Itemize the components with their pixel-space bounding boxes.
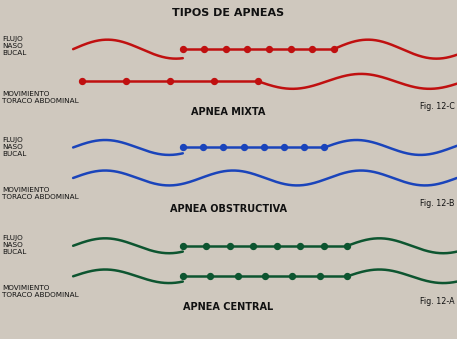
Text: MOVIMIENTO
TORACO ABDOMINAL: MOVIMIENTO TORACO ABDOMINAL <box>2 187 79 200</box>
Point <box>222 46 229 52</box>
Text: FLUJO
NASO
BUCAL: FLUJO NASO BUCAL <box>2 235 27 255</box>
Point <box>287 46 294 52</box>
Text: MOVIMIENTO
TORACO ABDOMINAL: MOVIMIENTO TORACO ABDOMINAL <box>2 91 79 103</box>
Text: TIPOS DE APNEAS: TIPOS DE APNEAS <box>172 8 285 18</box>
Point <box>344 274 351 279</box>
Text: FLUJO
NASO
BUCAL: FLUJO NASO BUCAL <box>2 137 27 157</box>
Text: MOVIMIENTO
TORACO ABDOMINAL: MOVIMIENTO TORACO ABDOMINAL <box>2 285 79 298</box>
Text: Fig. 12-A: Fig. 12-A <box>420 297 455 306</box>
Point <box>260 145 267 150</box>
Point <box>179 243 186 248</box>
Text: Fig. 12-B: Fig. 12-B <box>420 199 455 208</box>
Point <box>202 243 210 248</box>
Point <box>344 243 351 248</box>
Point <box>211 79 218 84</box>
Point <box>79 79 86 84</box>
Point <box>201 46 208 52</box>
Point <box>166 79 174 84</box>
Point <box>308 46 316 52</box>
Point <box>207 274 214 279</box>
Point <box>321 145 328 150</box>
Point <box>179 46 186 52</box>
Point <box>220 145 227 150</box>
Text: Fig. 12-C: Fig. 12-C <box>420 102 455 112</box>
Point <box>240 145 247 150</box>
Text: APNEA OBSTRUCTIVA: APNEA OBSTRUCTIVA <box>170 204 287 214</box>
Point <box>316 274 324 279</box>
Point <box>280 145 287 150</box>
Point <box>297 243 304 248</box>
Point <box>199 145 207 150</box>
Point <box>289 274 296 279</box>
Point <box>255 79 262 84</box>
Text: APNEA MIXTA: APNEA MIXTA <box>191 107 266 117</box>
Point <box>273 243 281 248</box>
Text: FLUJO
NASO
BUCAL: FLUJO NASO BUCAL <box>2 36 27 56</box>
Point <box>330 46 337 52</box>
Text: APNEA CENTRAL: APNEA CENTRAL <box>183 302 274 312</box>
Point <box>226 243 234 248</box>
Point <box>244 46 251 52</box>
Point <box>122 79 130 84</box>
Point <box>250 243 257 248</box>
Point <box>234 274 241 279</box>
Point <box>301 145 308 150</box>
Point <box>179 274 186 279</box>
Point <box>261 274 269 279</box>
Point <box>266 46 273 52</box>
Point <box>320 243 328 248</box>
Point <box>179 145 186 150</box>
